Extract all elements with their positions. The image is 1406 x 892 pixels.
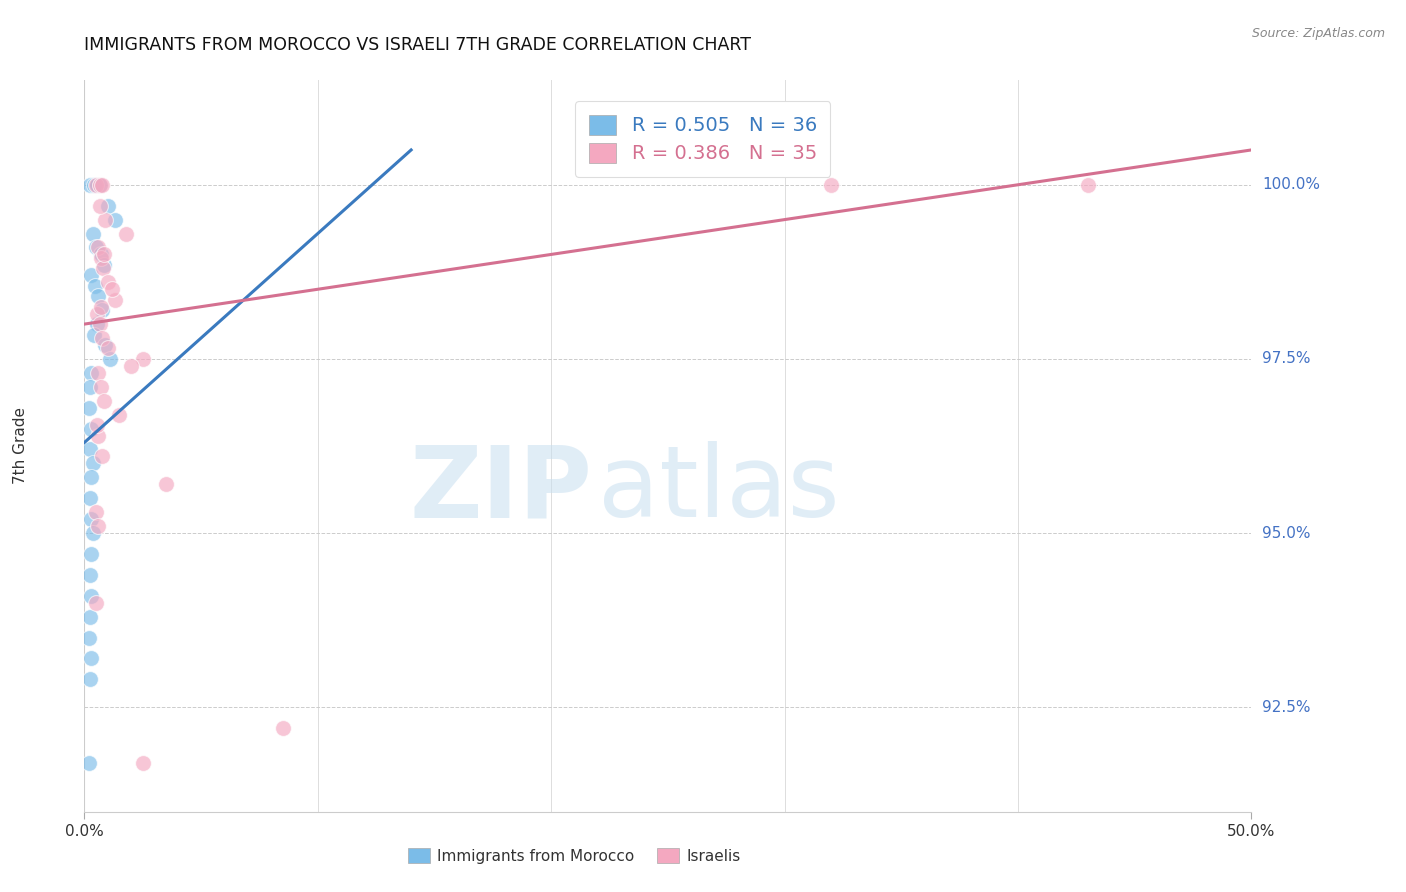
Point xyxy=(80,366,103,380)
Point xyxy=(93,393,115,408)
Point xyxy=(94,338,117,352)
Text: 95.0%: 95.0% xyxy=(1263,525,1310,541)
Point xyxy=(86,307,108,321)
Point xyxy=(86,418,108,433)
Point xyxy=(87,428,110,442)
Point xyxy=(115,227,138,241)
Point xyxy=(104,212,127,227)
Point xyxy=(77,401,100,415)
Point xyxy=(83,178,105,192)
Point xyxy=(80,470,103,484)
Text: 97.5%: 97.5% xyxy=(1263,351,1310,367)
Point xyxy=(93,247,115,261)
Point xyxy=(98,351,121,366)
Text: ZIP: ZIP xyxy=(409,442,592,539)
Point xyxy=(80,589,103,603)
Point xyxy=(83,327,105,342)
Point xyxy=(83,278,105,293)
Point xyxy=(80,421,103,435)
Text: 100.0%: 100.0% xyxy=(1263,178,1320,193)
Point xyxy=(84,240,107,254)
Point xyxy=(155,477,177,491)
Point xyxy=(104,293,127,307)
Point xyxy=(101,282,124,296)
Point xyxy=(77,756,100,770)
Point xyxy=(80,512,103,526)
Point xyxy=(89,199,111,213)
Point xyxy=(90,331,112,345)
Text: atlas: atlas xyxy=(598,442,839,539)
Point xyxy=(90,303,112,318)
Point xyxy=(82,227,104,241)
Point xyxy=(97,275,120,289)
Point xyxy=(79,442,101,457)
Point xyxy=(93,258,115,272)
Point xyxy=(79,609,101,624)
Point xyxy=(271,721,294,735)
Point xyxy=(97,342,120,356)
Point xyxy=(90,380,112,394)
Point xyxy=(89,317,111,331)
Point xyxy=(82,526,104,541)
Text: IMMIGRANTS FROM MOROCCO VS ISRAELI 7TH GRADE CORRELATION CHART: IMMIGRANTS FROM MOROCCO VS ISRAELI 7TH G… xyxy=(84,36,751,54)
Point xyxy=(90,247,112,261)
Point xyxy=(94,212,117,227)
Point xyxy=(84,178,107,192)
Point xyxy=(84,505,107,519)
Point xyxy=(97,199,120,213)
Point xyxy=(79,567,101,582)
Point xyxy=(79,178,101,192)
Point xyxy=(108,408,131,422)
Point xyxy=(1077,178,1099,192)
Point xyxy=(86,178,108,192)
Legend: Immigrants from Morocco, Israelis: Immigrants from Morocco, Israelis xyxy=(402,842,747,870)
Point xyxy=(82,457,104,471)
Point xyxy=(86,317,108,331)
Point xyxy=(91,261,114,276)
Point xyxy=(79,673,101,687)
Point xyxy=(87,289,110,303)
Point xyxy=(80,651,103,665)
Point xyxy=(132,351,155,366)
Point xyxy=(820,178,842,192)
Point xyxy=(89,178,111,192)
Text: 92.5%: 92.5% xyxy=(1263,699,1310,714)
Text: 7th Grade: 7th Grade xyxy=(13,408,28,484)
Point xyxy=(84,596,107,610)
Point xyxy=(87,366,110,380)
Text: Source: ZipAtlas.com: Source: ZipAtlas.com xyxy=(1251,27,1385,40)
Point xyxy=(90,251,112,265)
Point xyxy=(77,631,100,645)
Point xyxy=(89,178,111,192)
Point xyxy=(79,380,101,394)
Point xyxy=(80,268,103,283)
Point xyxy=(90,450,112,464)
Point xyxy=(90,178,112,192)
Point xyxy=(79,491,101,506)
Point xyxy=(132,756,155,770)
Point xyxy=(80,547,103,561)
Point xyxy=(87,519,110,533)
Point xyxy=(90,300,112,314)
Point xyxy=(120,359,142,373)
Point xyxy=(87,240,110,254)
